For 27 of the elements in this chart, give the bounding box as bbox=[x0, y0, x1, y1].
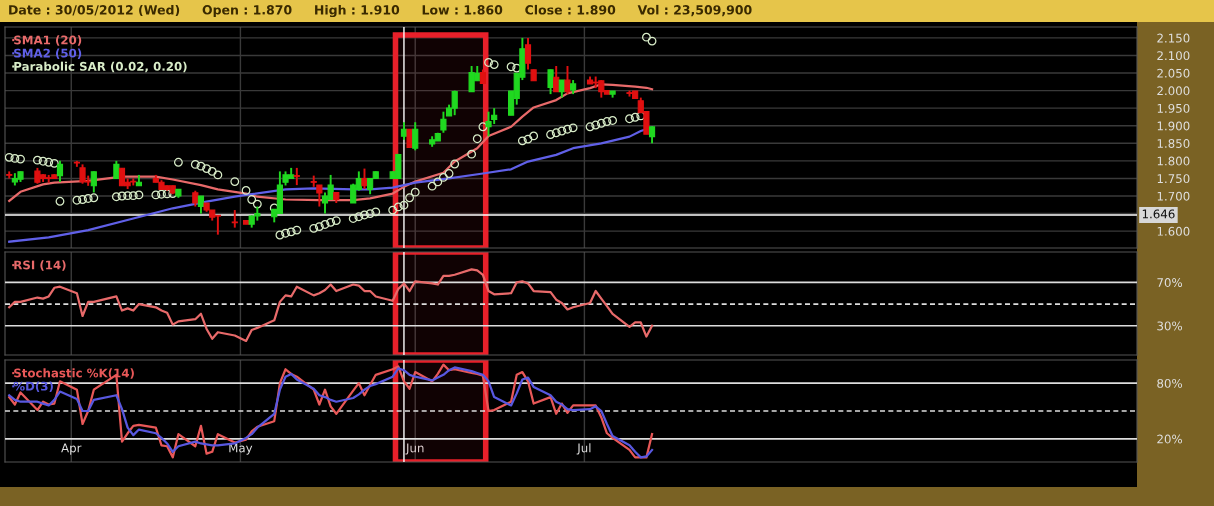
legend-label: Stochastic %K(14) bbox=[14, 368, 134, 379]
y-tick-label: 30% bbox=[1157, 321, 1183, 331]
y-tick-label: 2.000 bbox=[1157, 86, 1190, 96]
y-tick-label: 1.600 bbox=[1157, 226, 1190, 236]
y-tick-label: 2.150 bbox=[1157, 33, 1190, 43]
legend-label: SMA2 (50) bbox=[14, 48, 82, 59]
y-tick-label: 2.050 bbox=[1157, 68, 1190, 78]
y-tick-label: 1.900 bbox=[1157, 121, 1190, 131]
y-tick-label: 2.100 bbox=[1157, 51, 1190, 61]
y-tick-label: 1.800 bbox=[1157, 156, 1190, 166]
chart-title: Date : 30/05/2012 (Wed) Open : 1.870 High : 1.910 Low : 1.860 Close : 1.890 Vol : 23,509,900 bbox=[9, 4, 752, 18]
y-tick-label: 1.850 bbox=[1157, 139, 1190, 148]
legend-label: SMA1 (20) bbox=[14, 35, 82, 46]
ref-line-label: 1.646 bbox=[1142, 209, 1175, 219]
x-tick-label: May bbox=[229, 443, 253, 455]
x-tick-label: Jun bbox=[405, 443, 424, 455]
x-tick-label: Jul bbox=[576, 443, 591, 455]
y-tick-label: 1.700 bbox=[1157, 191, 1190, 201]
legend-label: RSI (14) bbox=[14, 260, 66, 271]
y-tick-label: 1.950 bbox=[1157, 103, 1190, 113]
legend-label: %D(3) bbox=[13, 381, 53, 392]
y-tick-label: 20% bbox=[1157, 434, 1183, 444]
y-tick-label: 80% bbox=[1157, 378, 1183, 388]
y-tick-label: 1.750 bbox=[1157, 174, 1190, 184]
legend-label: Parabolic SAR (0.02, 0.20) bbox=[14, 61, 187, 73]
x-tick-label: Apr bbox=[61, 443, 82, 455]
y-tick-label: 70% bbox=[1157, 278, 1183, 288]
